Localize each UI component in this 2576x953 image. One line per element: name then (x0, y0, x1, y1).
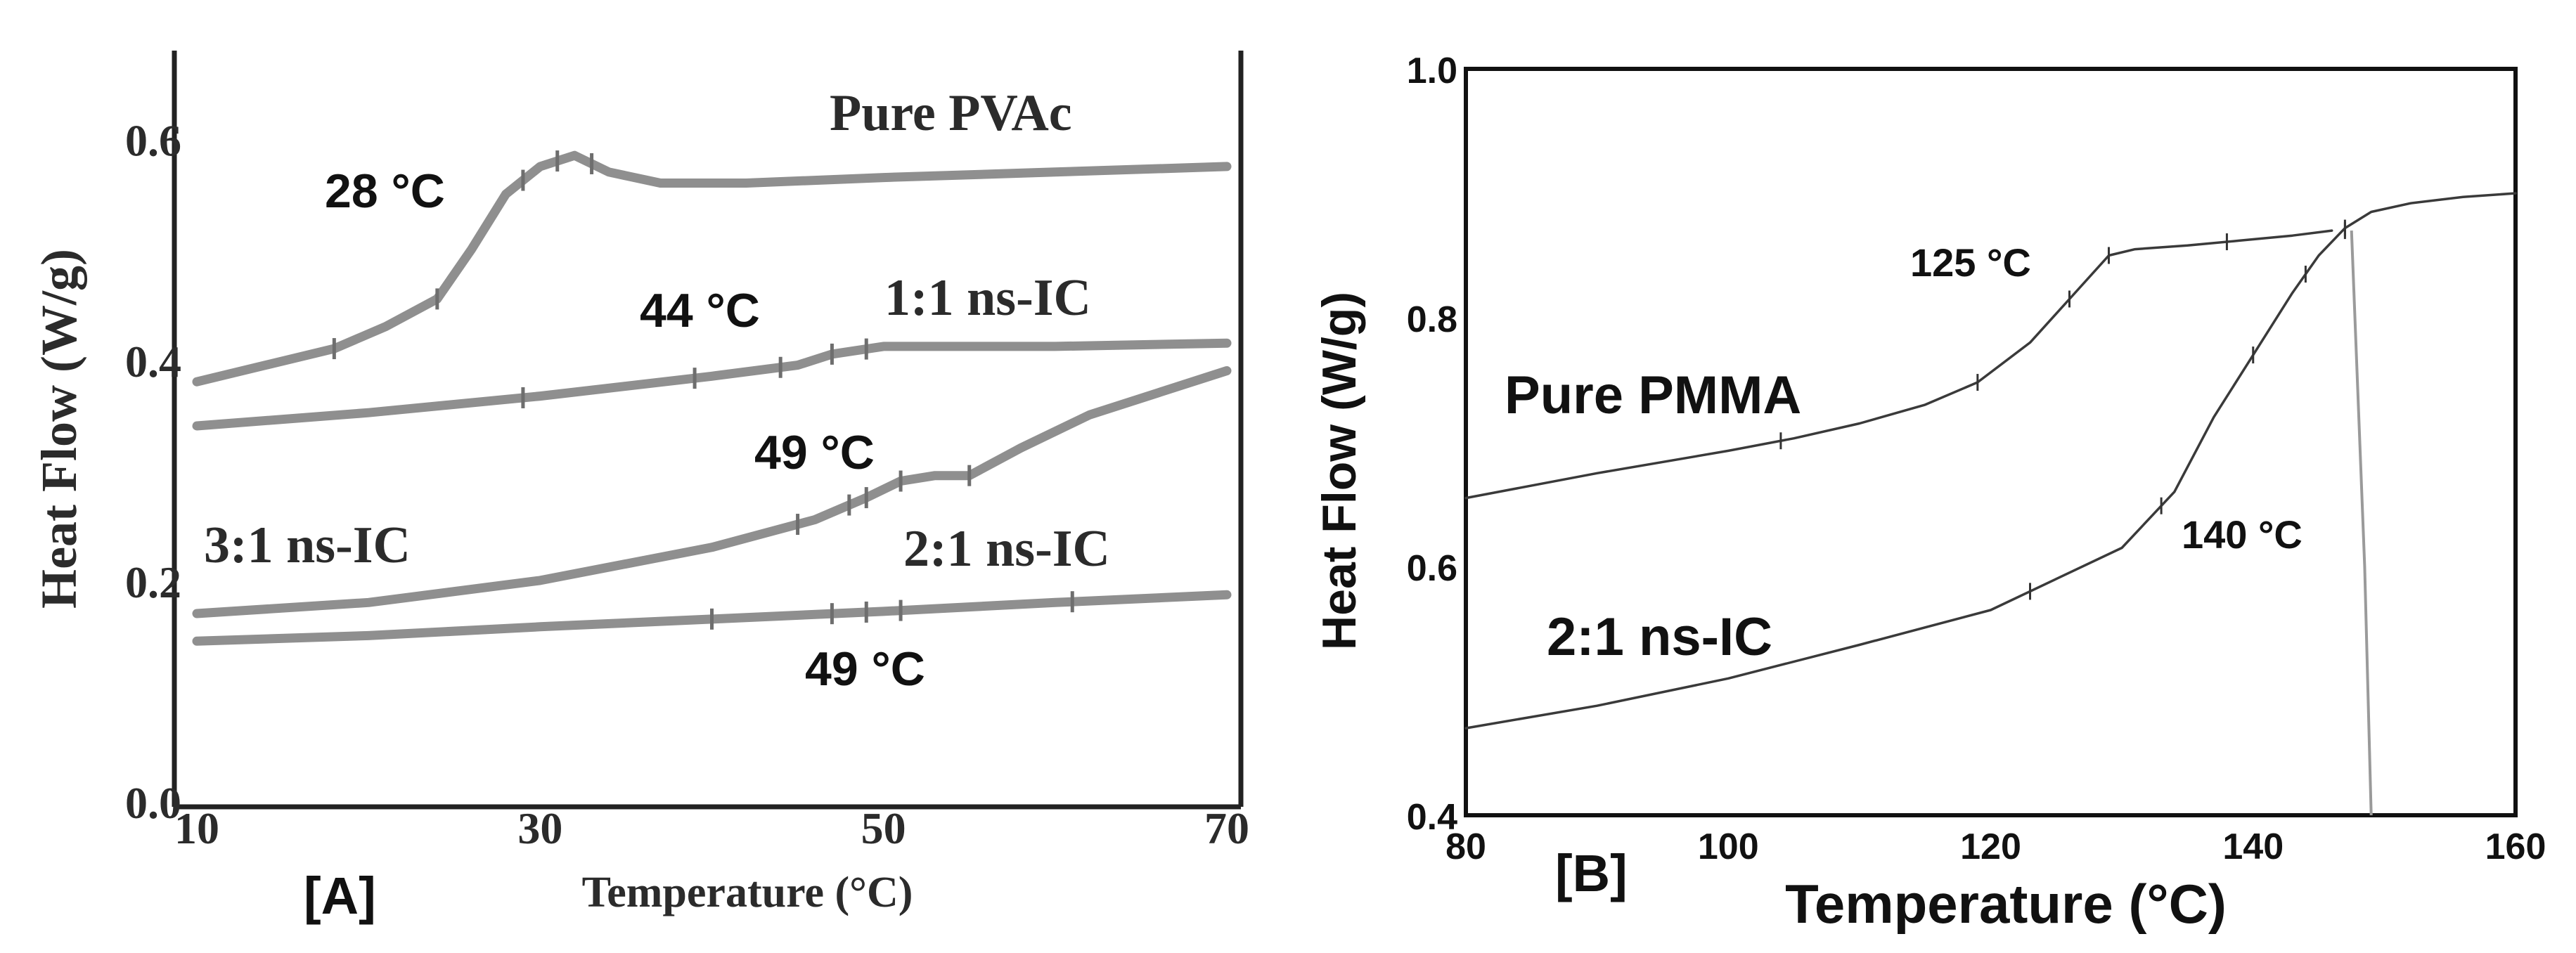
ytick-label: 0.2 (125, 557, 181, 607)
xtick-label: 10 (174, 803, 219, 853)
panel-a-label-2to1: 2:1 ns-IC (903, 520, 1110, 578)
xtick-label: 80 (1445, 826, 1486, 867)
ytick-label: 0.8 (1407, 299, 1457, 340)
panel-b-xlabel: Temperature (°C) (1785, 873, 2227, 935)
ytick-label: 0.6 (1407, 548, 1457, 589)
panel-a-annotation-44c: 44 °C (640, 284, 760, 337)
ytick-label: 0.6 (125, 116, 181, 166)
xtick-label: 100 (1698, 826, 1759, 867)
panel-b-frame (1464, 67, 2518, 817)
ytick-label: 1.0 (1407, 51, 1457, 91)
panel-a: 0.0 0.2 0.4 0.6 10 30 50 70 Pure PVAc 1:1 ns-I… (31, 51, 1249, 925)
panel-b-panel-label: [B] (1555, 844, 1628, 902)
panel-a-annotation-28c: 28 °C (325, 164, 445, 218)
panel-a-label-1to1: 1:1 ns-IC (884, 269, 1091, 327)
vertical-drop-line (2350, 231, 2373, 816)
series-line (192, 150, 1232, 387)
ytick-label: 0.0 (125, 778, 181, 828)
panel-a-label-pure-pvac: Pure PVAc (830, 84, 1072, 142)
series-line (1464, 229, 2333, 500)
series-line (192, 338, 1232, 431)
panel-a-annotation-49c-upper: 49 °C (754, 426, 875, 479)
panel-a-label-3to1: 3:1 ns-IC (204, 517, 411, 574)
panel-b-ylabel: Heat Flow (W/g) (1313, 292, 1366, 650)
xtick-label: 160 (2485, 826, 2546, 867)
xtick-label: 70 (1204, 803, 1249, 853)
series-line (1464, 192, 2517, 730)
xtick-label: 140 (2222, 826, 2284, 867)
xtick-label: 30 (517, 803, 562, 853)
panel-a-xlabel: Temperature (°C) (582, 869, 913, 916)
xtick-label: 120 (1960, 826, 2021, 867)
xtick-label: 50 (861, 803, 906, 853)
panel-b-annotation-125c: 125 °C (1910, 240, 2031, 285)
panel-b-annotation-140c: 140 °C (2182, 512, 2303, 557)
panel-b-label-pure-pmma: Pure PMMA (1505, 365, 1801, 425)
panel-b: 0.4 0.6 0.8 1.0 80 100 120 140 160 Pure PMMA 2:… (1313, 51, 2546, 935)
panel-a-ylabel: Heat Flow (W/g) (31, 249, 87, 609)
ytick-label: 0.4 (1407, 797, 1457, 838)
ytick-label: 0.4 (125, 337, 181, 387)
panel-a-panel-label: [A] (304, 867, 376, 925)
panel-a-annotation-49c-lower: 49 °C (805, 642, 925, 696)
panel-b-label-2to1: 2:1 ns-IC (1547, 607, 1772, 667)
